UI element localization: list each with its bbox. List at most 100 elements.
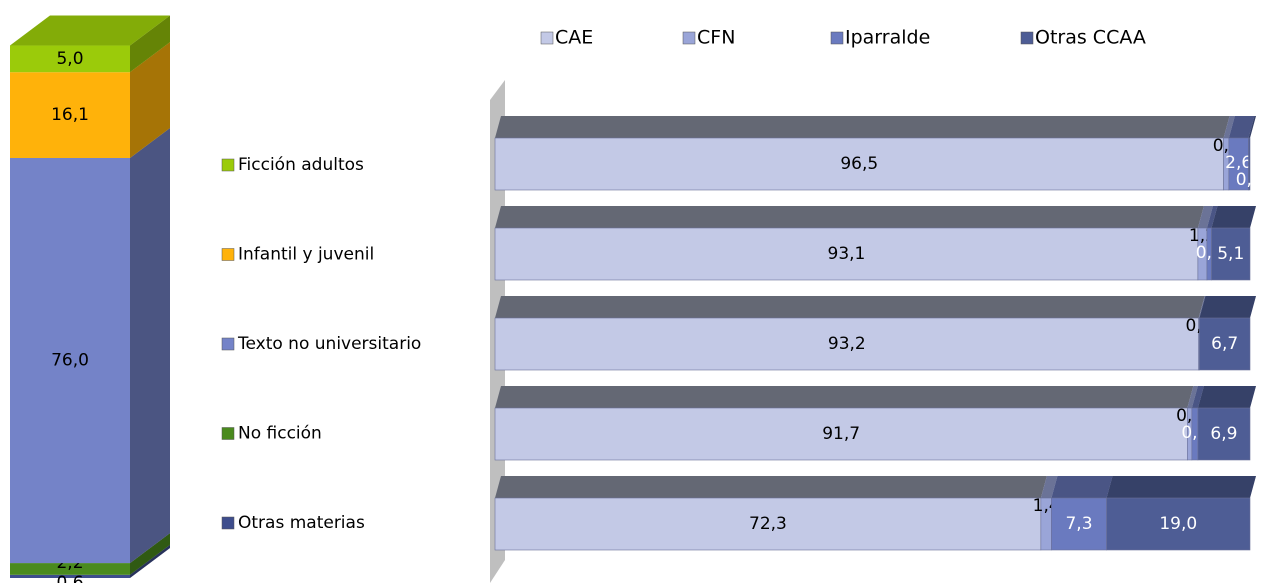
- legend-label: Otras materias: [238, 513, 365, 533]
- column-side: [130, 127, 170, 564]
- bar-top-shade: [495, 476, 1047, 498]
- bar-top: [1197, 386, 1256, 408]
- legend-label: Texto no universitario: [237, 334, 421, 354]
- bar-top-shade: [1206, 206, 1218, 228]
- column-side-shade: [130, 42, 170, 158]
- column-side-shade: [130, 533, 170, 575]
- legend-label: Infantil y juvenil: [238, 245, 374, 265]
- bar-top: [1198, 296, 1206, 318]
- bar-top-shade: [1248, 116, 1256, 138]
- legend-swatch: [221, 427, 235, 440]
- bar-top-shade: [1051, 476, 1113, 498]
- bar-top-shade: [1228, 116, 1255, 138]
- value-label: 6,7: [1211, 334, 1238, 354]
- bar-segment: [1106, 497, 1251, 551]
- bar-top: [495, 386, 1194, 408]
- legend-label: Ficción adultos: [238, 155, 364, 175]
- column-top-shade: [10, 15, 170, 46]
- value-label: 76,0: [51, 351, 89, 371]
- bar-top: [1223, 116, 1235, 138]
- value-label: 5,1: [1217, 244, 1244, 264]
- bar-segment: [1197, 407, 1251, 461]
- column-side: [130, 15, 170, 73]
- bar-top: [495, 206, 1204, 228]
- column-side-shade: [130, 15, 170, 73]
- legend-swatch: [682, 31, 696, 45]
- column-segment: [10, 574, 130, 578]
- column-segment: [10, 45, 130, 73]
- legend-label: Iparralde: [845, 27, 930, 49]
- value-label: 16,1: [51, 105, 89, 125]
- legend-swatch: [221, 158, 235, 172]
- bar-top: [1197, 206, 1213, 228]
- bar-top-shade: [495, 386, 1194, 408]
- legend-label: CAE: [555, 27, 593, 49]
- bar-top: [1051, 476, 1113, 498]
- value-label: 7,3: [1065, 514, 1092, 534]
- bar-top-shade: [1223, 116, 1235, 138]
- bar-top-shade: [1106, 476, 1256, 498]
- bar-segment: [494, 227, 1199, 281]
- value-label: 93,2: [828, 334, 866, 354]
- value-label: 6,9: [1210, 424, 1237, 444]
- column-side-shade: [130, 127, 170, 564]
- value-label: 96,5: [840, 154, 878, 174]
- bar-top-shade: [495, 296, 1205, 318]
- legend-swatch: [1020, 31, 1034, 45]
- bar-top-shade: [1187, 386, 1198, 408]
- column-segment: [10, 157, 130, 564]
- bar-top: [495, 296, 1205, 318]
- bar-segment: [494, 317, 1199, 371]
- legend-swatch: [221, 516, 235, 530]
- bar-top-shade: [1197, 206, 1213, 228]
- bar-top: [1040, 476, 1058, 498]
- value-label: 19,0: [1159, 514, 1197, 534]
- value-label: 0,2: [1236, 170, 1263, 190]
- legend-label: CFN: [697, 27, 735, 49]
- value-label: 72,3: [749, 514, 787, 534]
- bar-segment: [494, 137, 1224, 191]
- bar-top-shade: [1040, 476, 1058, 498]
- column-side-shade: [130, 544, 170, 578]
- column-side: [130, 533, 170, 575]
- bar-top: [495, 476, 1047, 498]
- bar-top-shade: [495, 116, 1230, 138]
- legend-swatch: [221, 337, 235, 351]
- value-label: 2,6: [1225, 153, 1252, 173]
- value-label: 93,1: [828, 244, 866, 264]
- column-segment: [10, 72, 130, 158]
- legend-swatch: [221, 248, 235, 261]
- legend-label: No ficción: [238, 424, 322, 444]
- column-top: [10, 15, 170, 46]
- bar-top: [1248, 116, 1256, 138]
- legend-swatch: [540, 31, 554, 45]
- bar-top-shade: [1211, 206, 1256, 228]
- column-segment: [10, 563, 130, 575]
- legend-label: Otras CCAA: [1035, 27, 1146, 49]
- bar-top: [1211, 206, 1256, 228]
- bar-top: [1206, 206, 1218, 228]
- value-label: 91,7: [822, 424, 860, 444]
- bar-segment: [1051, 497, 1107, 551]
- bar-segment: [1199, 317, 1251, 371]
- bar-top-shade: [1198, 296, 1206, 318]
- bar-segment: [494, 497, 1042, 551]
- bar-top: [1228, 116, 1255, 138]
- bar-segment: [1248, 137, 1251, 191]
- bar-top: [1191, 386, 1204, 408]
- bar-top-shade: [1197, 386, 1256, 408]
- column-side: [130, 42, 170, 158]
- value-label: 5,0: [56, 49, 83, 69]
- bar-top-shade: [1191, 386, 1204, 408]
- legend-swatch: [830, 31, 844, 45]
- value-label: 0,6: [56, 573, 83, 583]
- bar-top: [1187, 386, 1198, 408]
- bar-top-shade: [1199, 296, 1256, 318]
- column-side: [130, 544, 170, 578]
- bar-top: [495, 116, 1230, 138]
- bar-segment: [1211, 227, 1251, 281]
- bar-top: [1106, 476, 1256, 498]
- bar-segment: [494, 407, 1188, 461]
- bar-top: [1199, 296, 1256, 318]
